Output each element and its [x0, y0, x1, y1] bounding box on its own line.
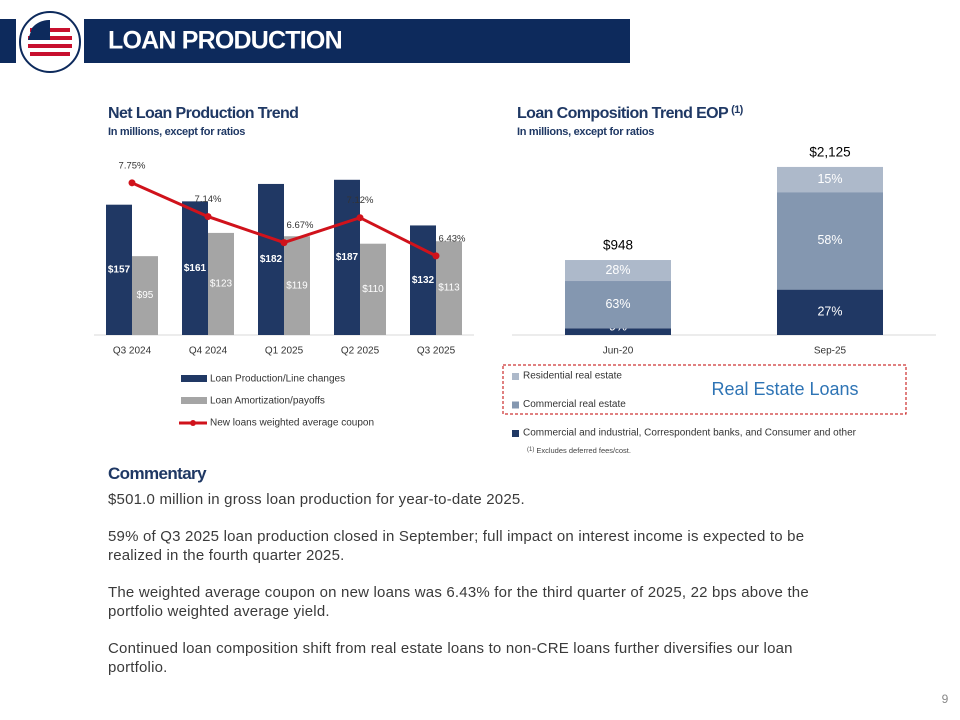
footnote: (1) Excludes deferred fees/cost. — [527, 446, 631, 455]
chart-title: Loan Composition Trend EOP (1) — [517, 104, 744, 122]
annotation: Real Estate Loans — [711, 379, 858, 399]
legend-label: New loans weighted average coupon — [210, 418, 374, 429]
legend-swatch — [181, 397, 207, 404]
commentary-paragraph: 59% of Q3 2025 loan production closed in… — [108, 528, 805, 564]
legend-swatch — [181, 375, 207, 382]
line-point — [432, 252, 440, 260]
total-label: $2,125 — [809, 144, 850, 159]
bar-segment — [565, 260, 671, 282]
line-value-label: 7.12% — [347, 195, 374, 206]
commentary: Commentary $501.0 million in gross loan … — [108, 464, 838, 695]
bar-segment — [777, 192, 883, 290]
line-value-label: 6.67% — [287, 220, 314, 231]
line-point — [128, 179, 136, 187]
bar — [258, 183, 284, 335]
x-tick-label: Q3 2024 — [113, 346, 152, 357]
legend-label: Residential real estate — [523, 371, 622, 382]
x-tick-label: Q3 2025 — [417, 346, 456, 357]
x-tick-label: Jun-20 — [603, 346, 634, 357]
bar-segment — [777, 166, 883, 193]
total-label: $948 — [603, 238, 633, 253]
footnote-mark: (1) — [527, 447, 534, 453]
line-point — [204, 213, 212, 221]
bar — [284, 236, 310, 335]
bar-segment — [777, 289, 883, 335]
bar-value-label: $119 — [286, 280, 308, 291]
bar-segment — [565, 328, 671, 335]
commentary-paragraph: The weighted average coupon on new loans… — [108, 584, 809, 620]
header-title: LOAN PRODUCTION — [108, 27, 342, 55]
bar — [182, 201, 208, 335]
bar-value-label: $110 — [362, 284, 384, 295]
bar-value-label: $161 — [184, 263, 207, 274]
segment-label: 63% — [605, 297, 630, 311]
chart-subtitle: In millions, except for ratios — [517, 126, 654, 138]
legend-swatch-point — [190, 420, 196, 426]
bar-value-label: $113 — [438, 283, 460, 294]
bar — [334, 179, 360, 335]
legend-swatch — [512, 430, 519, 437]
bar-segment — [565, 281, 671, 329]
commentary-title: Commentary — [108, 464, 207, 483]
footnote-text: Excludes deferred fees/cost. — [536, 446, 631, 455]
annotation-box — [502, 364, 907, 415]
segment-label: 58% — [817, 233, 842, 247]
line-value-label: 7.14% — [195, 194, 222, 205]
bar-value-label: $123 — [210, 279, 233, 290]
legend-label: Loan Amortization/payoffs — [210, 396, 325, 407]
legend-label: Commercial real estate — [523, 399, 626, 410]
x-tick-label: Q4 2024 — [189, 346, 228, 357]
page-number: 9 — [942, 692, 949, 706]
chart-title-text: Loan Composition Trend EOP — [517, 105, 729, 122]
bar-value-label: $95 — [137, 290, 154, 301]
x-tick-label: Q1 2025 — [265, 346, 304, 357]
bar-value-label: $182 — [260, 254, 283, 265]
bar — [132, 256, 158, 335]
bar-value-label: $132 — [412, 275, 435, 286]
header-band — [0, 19, 630, 63]
x-tick-label: Q2 2025 — [341, 346, 380, 357]
title-note: (1) — [731, 104, 744, 116]
segment-label: 28% — [605, 263, 630, 277]
chart-title: Net Loan Production Trend — [108, 105, 298, 122]
logo-stripes — [28, 19, 72, 56]
bar — [360, 243, 386, 335]
bar — [106, 204, 132, 335]
line-value-label: 6.43% — [439, 233, 466, 244]
commentary-paragraph: $501.0 million in gross loan production … — [108, 491, 525, 508]
bar — [436, 241, 462, 335]
legend-swatch — [512, 401, 519, 409]
segment-label: 15% — [817, 172, 842, 186]
chart-subtitle: In millions, except for ratios — [108, 126, 245, 138]
commentary-paragraph: Continued loan composition shift from re… — [108, 640, 793, 676]
bar-value-label: $157 — [108, 264, 131, 275]
x-tick-label: Sep-25 — [814, 346, 847, 357]
bar-value-label: $187 — [336, 252, 359, 263]
line-point — [356, 214, 364, 222]
bar — [208, 232, 234, 335]
segment-label: 27% — [817, 305, 842, 319]
legend-label: Loan Production/Line changes — [210, 374, 345, 385]
legend-label: Commercial and industrial, Correspondent… — [523, 428, 857, 439]
line-point — [280, 239, 288, 247]
legend-swatch — [512, 373, 519, 380]
line-value-label: 7.75% — [119, 160, 146, 171]
